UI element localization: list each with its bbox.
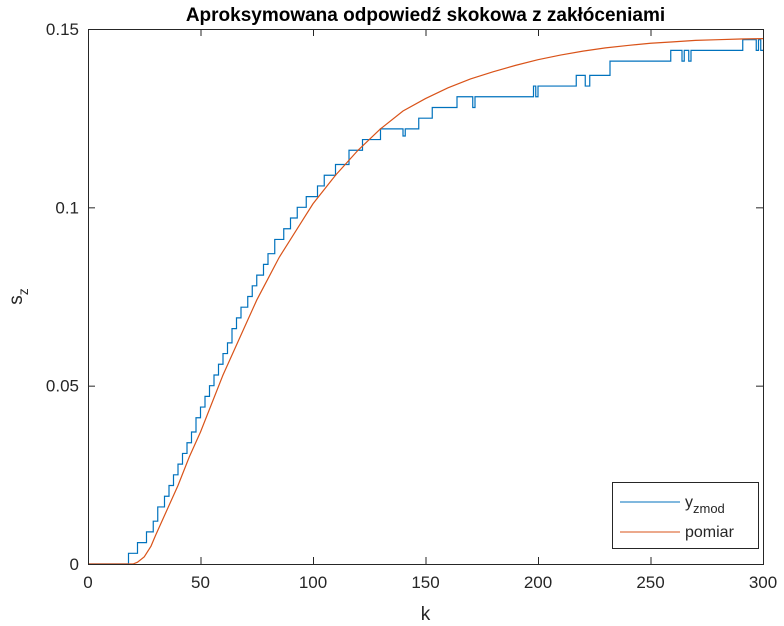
y-tick-label: 0.1 — [55, 198, 79, 217]
y-tick-label: 0.05 — [46, 377, 79, 396]
legend: yzmod pomiar — [612, 482, 759, 549]
legend-label-y-zmod-base: y — [685, 494, 693, 511]
series-line-pomiar — [88, 38, 764, 565]
series-layer — [88, 38, 764, 565]
y-axis-label-base: s — [6, 295, 27, 305]
x-tick-label: 250 — [636, 573, 664, 592]
x-tick-label: 50 — [191, 573, 210, 592]
y-axis-label-subscript: z — [15, 288, 31, 295]
x-axis-label: k — [421, 604, 431, 625]
x-tick-label: 150 — [411, 573, 439, 592]
y-axis-label: sz — [6, 288, 31, 305]
ticks-layer: 0 50 100 150 200 250 300 0 0.05 0.1 0.15 — [46, 20, 777, 592]
legend-label-y-zmod-subscript: zmod — [693, 501, 725, 516]
x-tick-label: 200 — [524, 573, 552, 592]
y-tick-label: 0.15 — [46, 20, 79, 39]
chart-title: Aproksymowana odpowiedź skokowa z zakłóc… — [186, 5, 665, 26]
series-line-y-zmod — [88, 39, 763, 565]
x-tick-label: 100 — [299, 573, 327, 592]
x-tick-label: 300 — [749, 573, 777, 592]
legend-box — [612, 482, 759, 549]
x-tick-label: 0 — [83, 573, 92, 592]
legend-label-y-zmod: yzmod — [685, 494, 725, 516]
legend-label-pomiar: pomiar — [685, 524, 735, 541]
y-tick-label: 0 — [70, 555, 79, 574]
